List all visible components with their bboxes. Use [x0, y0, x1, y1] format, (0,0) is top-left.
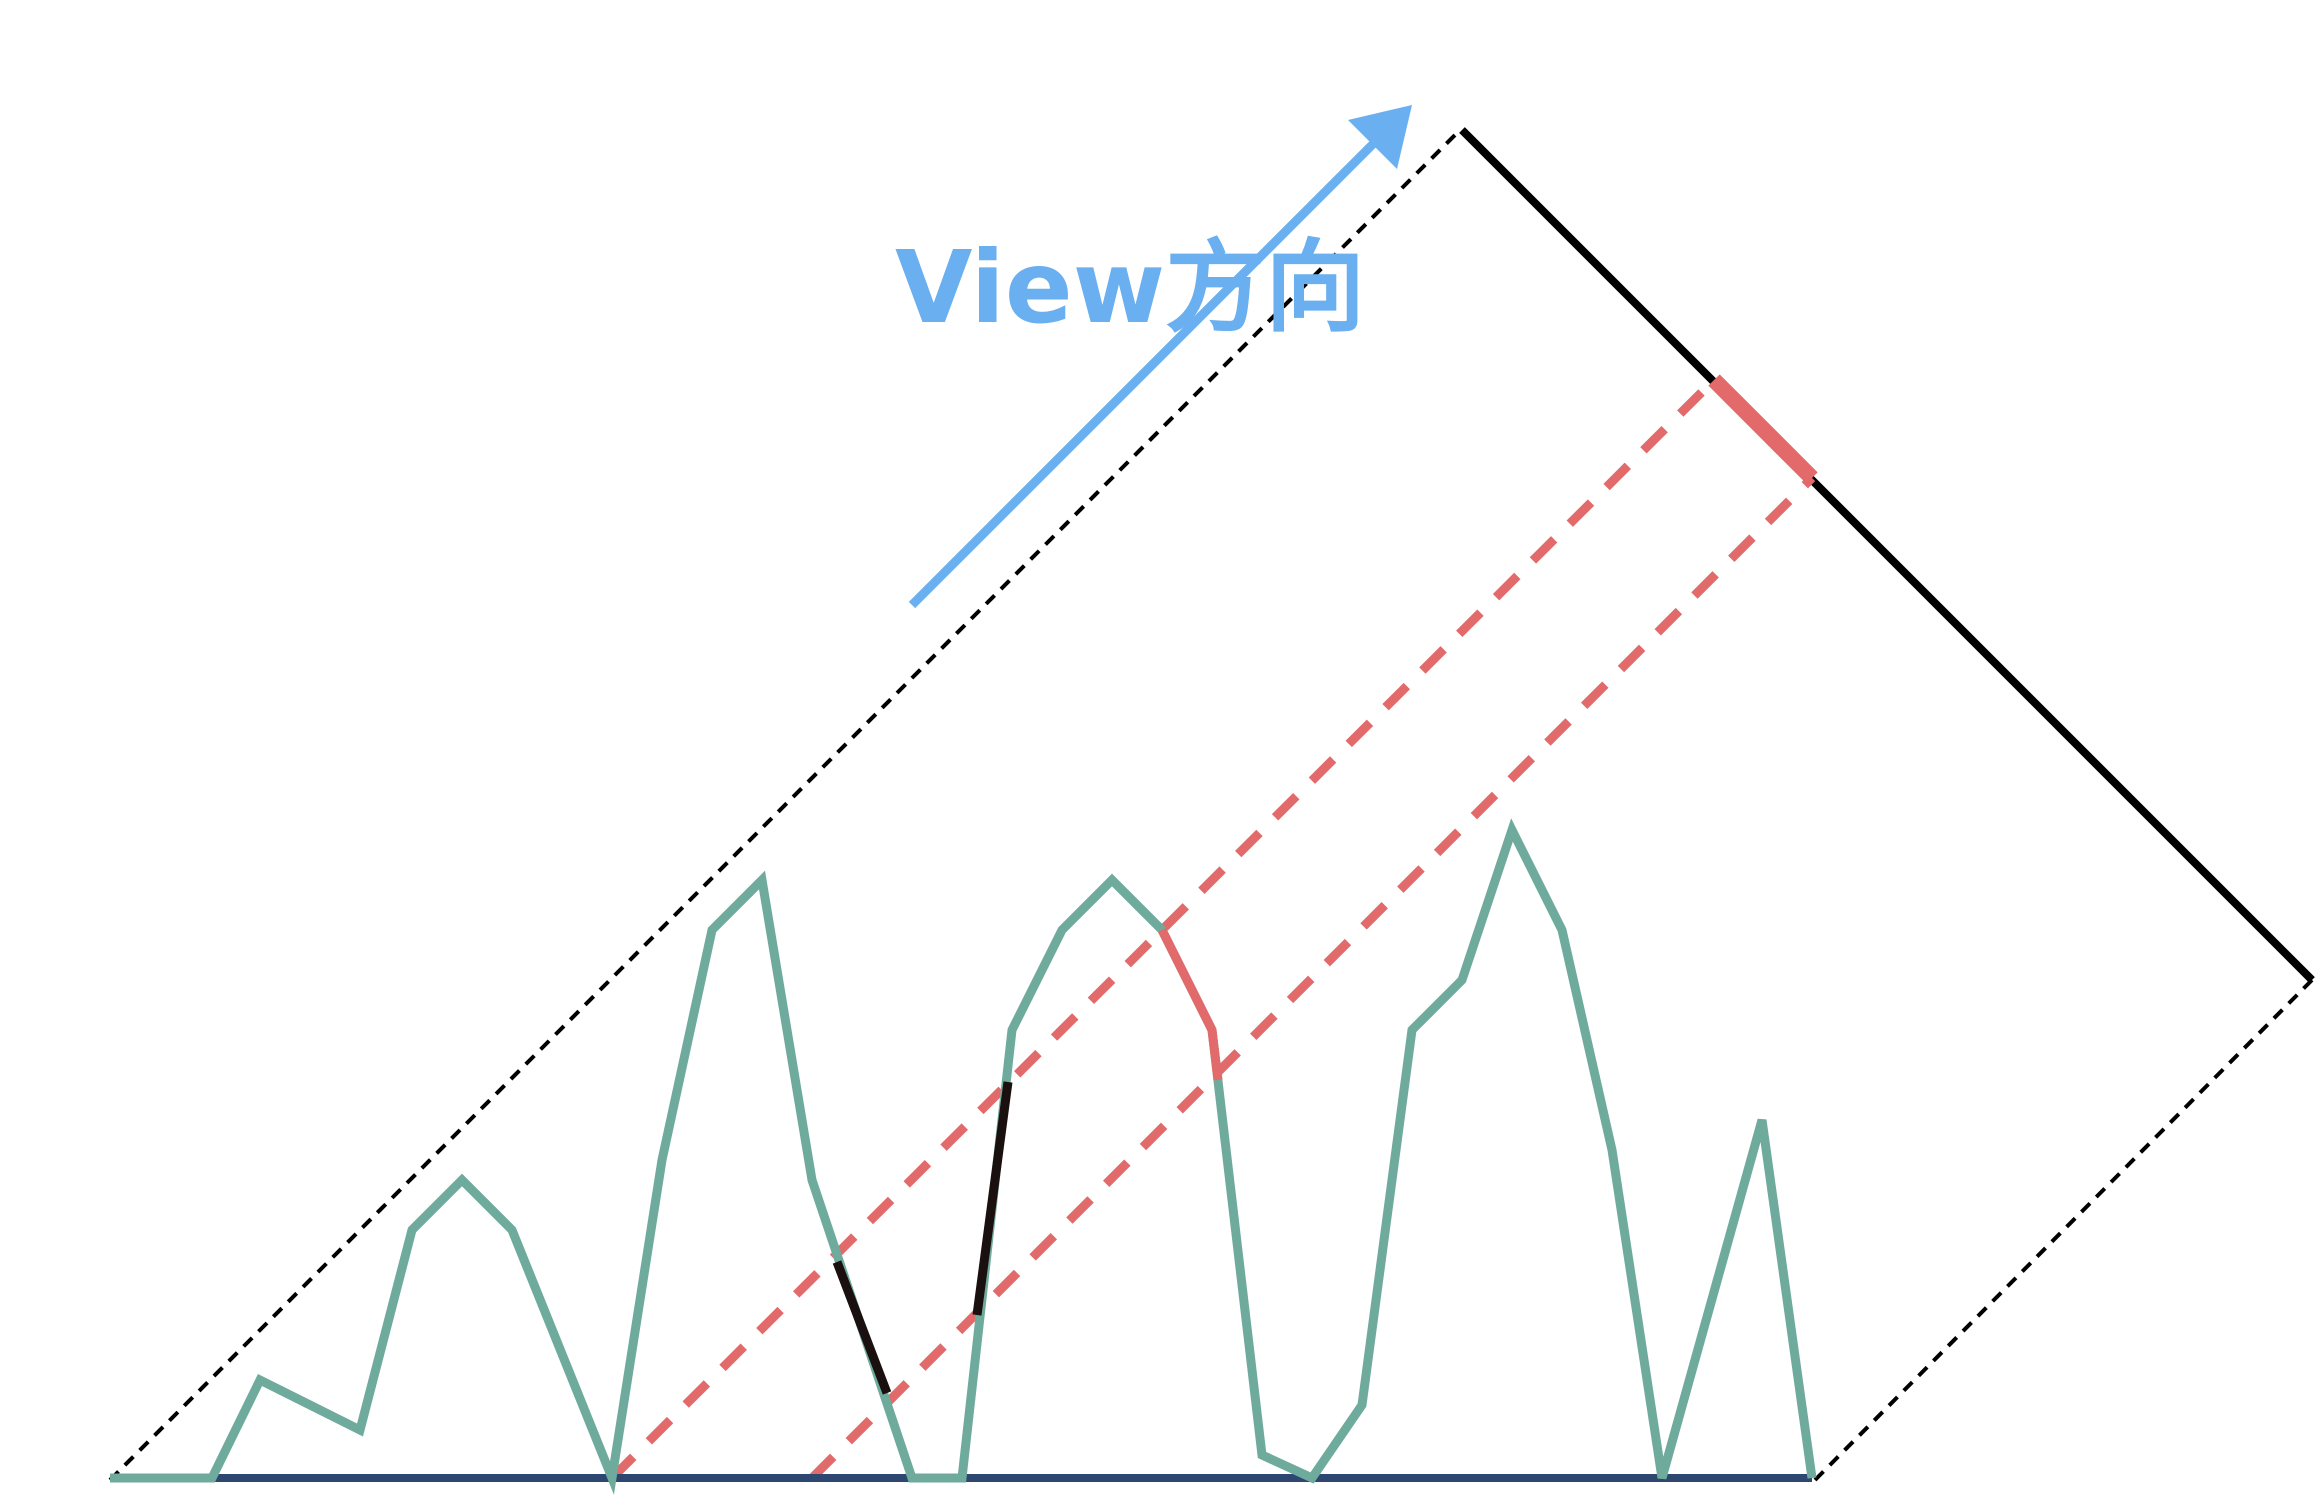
view-direction-label: View方向: [895, 229, 1365, 346]
projected-segment: [1708, 374, 1818, 484]
occlusion-edge-2: [972, 1081, 1013, 1316]
occlusion-edge-1: [832, 1260, 892, 1395]
projection-plane: [1459, 127, 2315, 983]
view-direction-arrow-shaft: [908, 133, 1384, 609]
view-boundary-right-dashed: [1813, 978, 2314, 1482]
view-direction-arrowhead: [1348, 105, 1412, 169]
terrain-profile: [110, 818, 1817, 1495]
visible-terrain-segment: [1157, 927, 1223, 1081]
view-boundary-left-dashed: [108, 128, 1462, 1482]
